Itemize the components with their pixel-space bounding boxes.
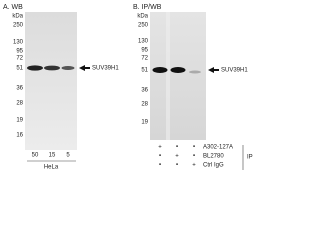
marker-label: 250 bbox=[138, 23, 149, 29]
lane-mark: • bbox=[159, 163, 161, 169]
marker-label: 51 bbox=[16, 66, 23, 72]
marker-label: 19 bbox=[141, 120, 148, 126]
lane-mark: + bbox=[192, 163, 196, 169]
marker-label: 130 bbox=[138, 39, 149, 45]
blot bbox=[25, 12, 77, 150]
band bbox=[27, 65, 43, 71]
band-label: SUV39H1 bbox=[92, 66, 119, 72]
marker-label: 72 bbox=[141, 56, 148, 62]
lane-mark: • bbox=[176, 163, 178, 169]
arrow bbox=[208, 67, 219, 73]
arrow bbox=[79, 65, 90, 71]
marker-label: 28 bbox=[16, 101, 23, 107]
band-label: SUV39H1 bbox=[221, 68, 248, 74]
row-label: BL2780 bbox=[203, 154, 224, 160]
marker-label: 28 bbox=[141, 102, 148, 108]
unit-label: kDa bbox=[12, 14, 23, 20]
row-label: A302-127A bbox=[203, 145, 233, 151]
lane-mark: + bbox=[175, 154, 179, 160]
marker-label: 36 bbox=[141, 88, 148, 94]
lane-mark: • bbox=[176, 145, 178, 151]
marker-label: 16 bbox=[16, 133, 23, 139]
group-label: IP bbox=[247, 155, 253, 161]
blot bbox=[150, 12, 206, 140]
row-label: Ctrl IgG bbox=[203, 163, 224, 169]
lane-mark: + bbox=[158, 145, 162, 151]
marker-label: 250 bbox=[13, 23, 24, 29]
marker-label: 95 bbox=[16, 49, 23, 55]
lane-mark: • bbox=[193, 154, 195, 160]
panel-title: B. IP/WB bbox=[133, 4, 162, 11]
marker-label: 19 bbox=[16, 118, 23, 124]
marker-label: 95 bbox=[141, 48, 148, 54]
cell-line: HeLa bbox=[44, 165, 59, 171]
lane-mark: • bbox=[159, 154, 161, 160]
marker-label: 51 bbox=[141, 68, 148, 74]
band bbox=[61, 66, 75, 70]
band bbox=[44, 65, 60, 71]
lane-label: 15 bbox=[49, 153, 56, 159]
lane-label: 50 bbox=[32, 153, 39, 159]
unit-label: kDa bbox=[137, 14, 148, 20]
band bbox=[170, 67, 186, 73]
marker-label: 36 bbox=[16, 86, 23, 92]
panel-title: A. WB bbox=[3, 4, 23, 11]
figure: A. WB SUV39H1 HeLa B. IP/WB SUV39H1 IP k… bbox=[3, 4, 253, 171]
streak bbox=[166, 12, 170, 140]
marker-label: 130 bbox=[13, 40, 24, 46]
marker-label: 72 bbox=[16, 56, 23, 62]
lane-label: 5 bbox=[66, 153, 70, 159]
lane-mark: • bbox=[193, 145, 195, 151]
band bbox=[152, 67, 168, 73]
band bbox=[189, 70, 201, 74]
